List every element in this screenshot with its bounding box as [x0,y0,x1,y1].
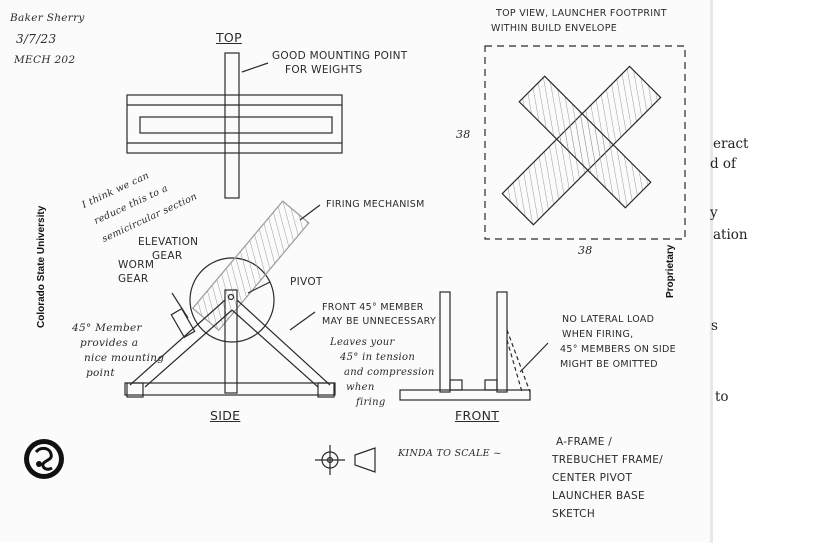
elevation-gear-line2: GEAR [152,250,183,262]
lateral-note-line2: WHEN FIRING, [562,329,634,340]
title-line2: TREBUCHET FRAME/ [552,454,663,466]
sketch-sheet: Baker Sherry 3/7/23 MECH 202 Colorado St… [10,8,686,520]
title-line1: A-FRAME / [556,436,613,448]
member-note-line3: nice mounting [84,352,165,364]
clipped-text-5: s [711,318,718,334]
scale-symbol [315,445,376,475]
firing-mechanism-label: FIRING MECHANISM [326,199,425,210]
proprietary-label: Proprietary [665,244,676,298]
dimension-width: 38 [578,244,593,257]
front-member-note-line1: FRONT 45° MEMBER [322,302,424,313]
scale-note: KINDA TO SCALE ~ [398,448,502,459]
front-view-heading: FRONT [455,408,500,423]
front-member-note-line2: MAY BE UNNECESSARY [322,316,437,327]
sketch-drawing [124,45,686,475]
lateral-note-line1: NO LATERAL LOAD [562,314,655,325]
member-note-line4: point [86,367,115,379]
clipped-text-2: d of [710,156,737,172]
pivot-label: PIVOT [290,276,323,288]
clipped-text-4: ation [713,227,748,243]
title-line5: SKETCH [552,508,596,520]
university-logo-icon [24,439,64,479]
top-view-note-line1: TOP VIEW, LAUNCHER FOOTPRINT [496,8,667,19]
university-label: Colorado State University [36,205,47,328]
lateral-note-line3: 45° MEMBERS ON SIDE [560,344,676,355]
mounting-note-line2: FOR WEIGHTS [285,64,363,76]
side-view-heading: SIDE [210,408,241,423]
elevation-gear-line1: ELEVATION [138,236,199,248]
top-view-drawing [126,52,343,199]
worm-gear-line1: WORM [118,259,155,271]
member-note-line2: provides a [80,337,139,349]
worm-gear-line2: GEAR [118,273,149,285]
page-gutter [710,0,713,543]
clipped-text-6: to [715,389,729,405]
course-code: MECH 202 [14,54,76,66]
title-line4: LAUNCHER BASE [552,490,645,502]
leaves-note-line4: when [346,382,375,393]
side-view-drawing [124,200,336,398]
front-view-drawing [399,291,549,401]
title-line3: CENTER PIVOT [552,472,633,484]
leaves-note-line1: Leaves your [330,337,395,348]
member-note-line1: 45° Member [72,322,142,334]
top-view-note-line2: WITHIN BUILD ENVELOPE [491,23,618,34]
footprint-drawing [484,45,686,240]
dimension-height: 38 [456,128,471,141]
clipped-text-3: y [710,205,718,221]
leaves-note-line2: 45° in tension [340,352,416,363]
clipped-text-1: eract [713,136,749,152]
author-name: Baker Sherry [10,12,85,24]
lateral-note-line4: MIGHT BE OMITTED [560,359,658,370]
mounting-note-line1: GOOD MOUNTING POINT [272,50,408,62]
leaves-note-line3: and compression [344,367,435,378]
leaves-note-line5: firing [356,397,386,408]
sketch-date: 3/7/23 [16,32,57,46]
top-view-heading: TOP [216,30,242,45]
